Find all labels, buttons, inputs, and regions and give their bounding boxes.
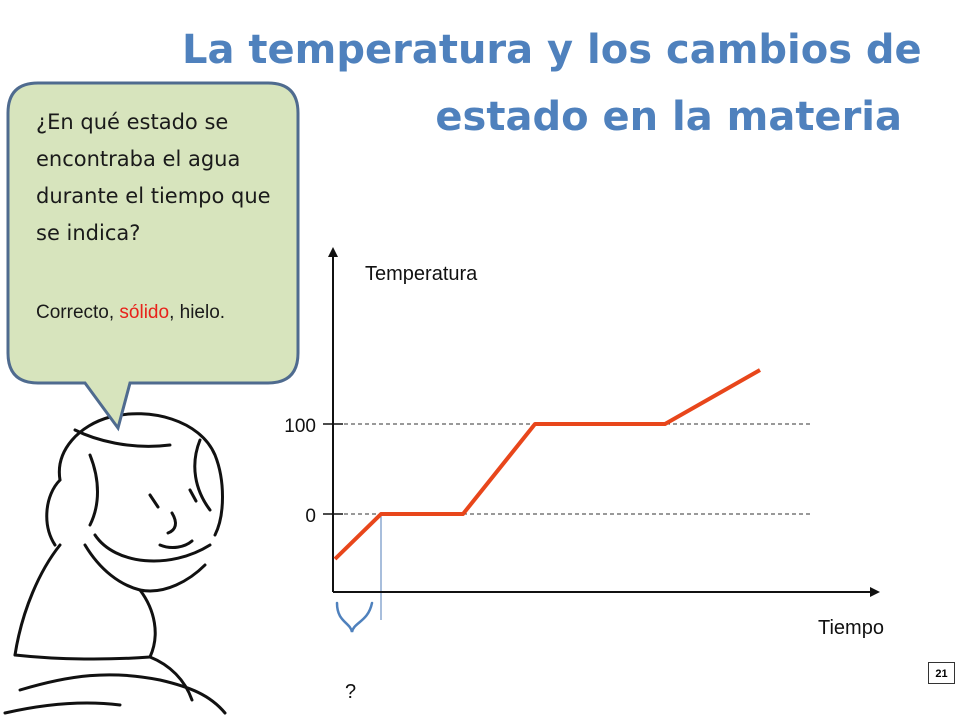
slide-title-line-2: estado en la materia <box>435 94 902 140</box>
slide-title-line-1: La temperatura y los cambios de <box>182 27 922 73</box>
interval-brace <box>335 601 374 633</box>
bubble-question: ¿En qué estado se encontraba el agua dur… <box>36 110 271 245</box>
interval-question-mark: ? <box>345 681 356 703</box>
tick-0-label: 0 <box>305 506 316 527</box>
x-axis-label: Tiempo <box>818 617 884 639</box>
speech-bubble-shape <box>6 81 300 432</box>
bubble-answer: Correcto, sólido, hielo. <box>36 298 276 328</box>
heating-curve-line <box>333 368 761 561</box>
thinking-boy-icon <box>3 412 227 715</box>
answer-prefix: Correcto, <box>36 302 120 323</box>
slide-number: 21 <box>928 662 955 684</box>
answer-suffix: , hielo. <box>169 302 226 323</box>
speech-bubble <box>6 81 300 432</box>
tick-100-label: 100 <box>284 416 316 437</box>
y-axis-label: Temperatura <box>365 263 478 285</box>
answer-highlight: sólido <box>119 302 170 323</box>
